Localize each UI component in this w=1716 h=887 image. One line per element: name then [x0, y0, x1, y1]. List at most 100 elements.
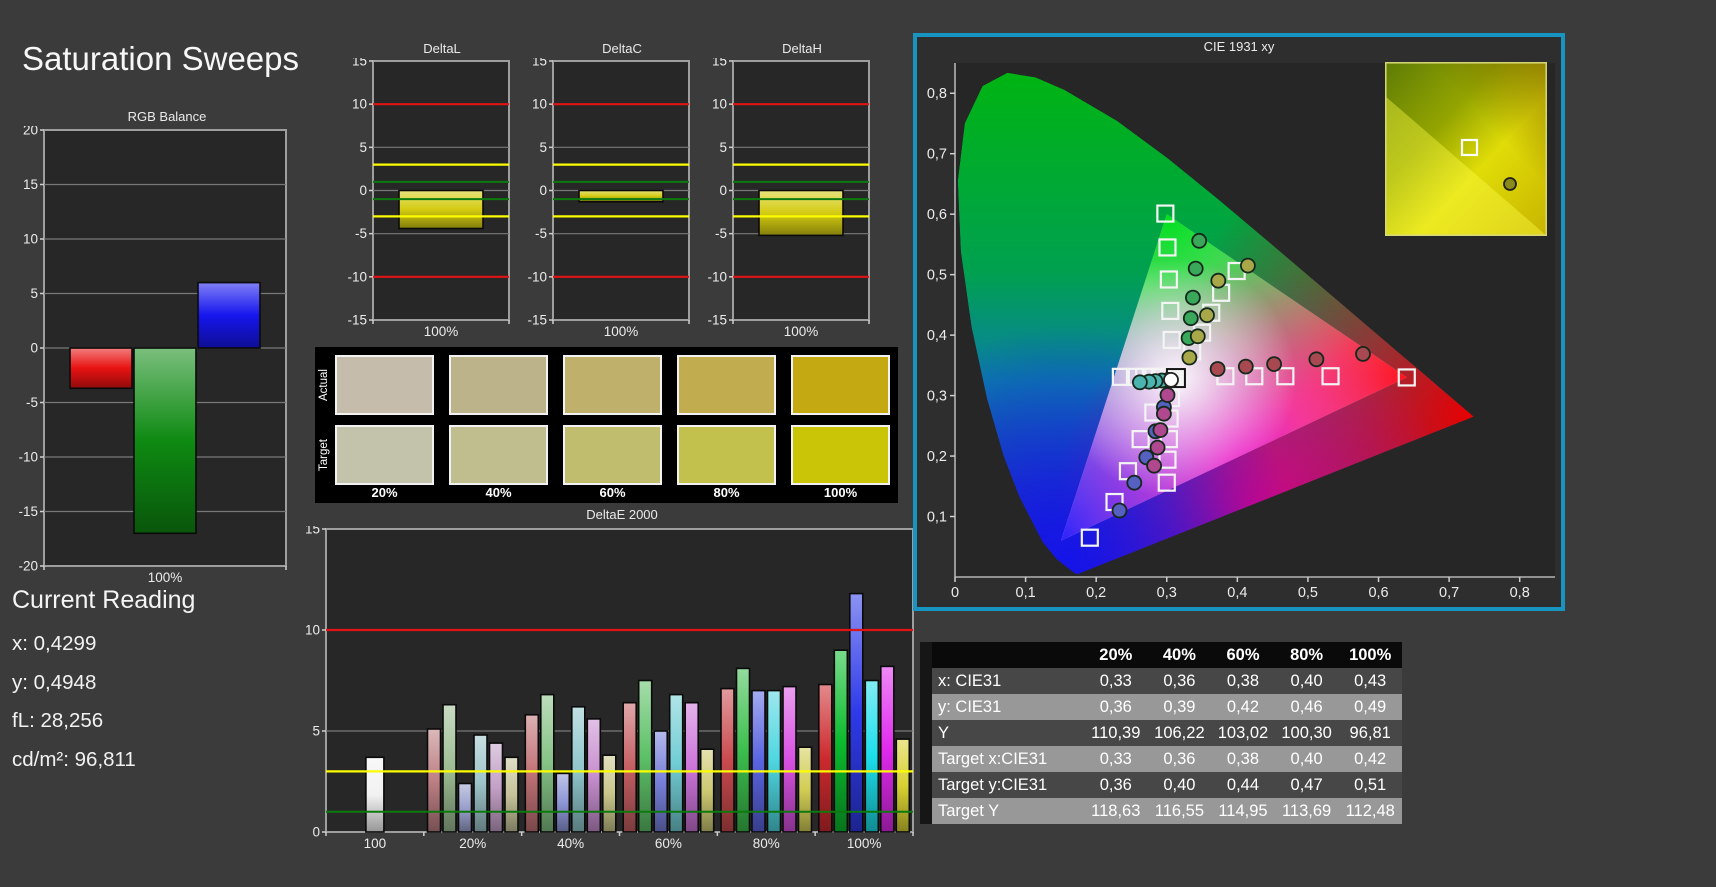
target-square-red — [1321, 367, 1340, 386]
table-value: 118,63 — [1084, 798, 1148, 824]
svg-text:100%: 100% — [847, 836, 882, 851]
table-header: 40% — [1147, 642, 1212, 668]
actual-swatch-100% — [791, 355, 890, 415]
target-square-green — [1162, 330, 1181, 350]
svg-text:5: 5 — [30, 286, 38, 301]
bar — [668, 693, 684, 833]
delta-h-chart: DeltaH 15 10 5 0 -5 -10 -15 100% — [701, 42, 873, 344]
delta_h-bars — [758, 189, 844, 237]
measured-point-green — [1182, 310, 1199, 327]
table-strip — [920, 694, 932, 720]
deltae2000-title: DeltaE 2000 — [586, 507, 658, 522]
table-value: 0,43 — [1338, 668, 1402, 694]
bar — [442, 703, 457, 833]
svg-text:0,5: 0,5 — [927, 268, 947, 284]
table-value: 0,36 — [1084, 772, 1148, 798]
svg-text:0,7: 0,7 — [927, 147, 947, 163]
actual-row-label: Actual — [318, 369, 330, 401]
bar — [601, 754, 617, 833]
table-header — [932, 642, 1084, 668]
svg-text:-10: -10 — [18, 450, 38, 465]
svg-text:5: 5 — [359, 140, 367, 155]
bar — [540, 693, 555, 833]
target-square-magenta — [1158, 450, 1177, 469]
bar — [197, 281, 261, 349]
svg-text:100%: 100% — [784, 324, 819, 339]
rgb-balance-chart: RGB Balance 20 15 10 5 0 -5 -10 -15 -20 100% — [8, 110, 292, 592]
measured-point-yellow — [1199, 307, 1215, 324]
measured-point-red — [1209, 361, 1226, 377]
svg-text:10: 10 — [352, 97, 367, 112]
bar — [488, 742, 504, 833]
table-strip — [920, 798, 932, 824]
table-header: 80% — [1274, 642, 1339, 668]
table-value: 0,51 — [1338, 772, 1402, 798]
measured-point-green — [1187, 260, 1204, 277]
current-reading-block: Current Reading x: 0,4299 y: 0,4948 fL: 28… — [12, 586, 195, 779]
bar — [570, 706, 586, 833]
bar — [782, 685, 797, 833]
table-value: 0,33 — [1084, 668, 1148, 694]
table-value: 96,81 — [1338, 720, 1402, 746]
svg-text:0: 0 — [312, 825, 320, 840]
table-value: 0,40 — [1147, 772, 1212, 798]
svg-text:0: 0 — [359, 183, 367, 198]
delta-l-chart: DeltaL 15 10 5 0 -5 -10 -15 100% — [341, 42, 513, 344]
svg-text:0,4: 0,4 — [1227, 585, 1247, 601]
svg-text:0,6: 0,6 — [1368, 585, 1388, 601]
delta_l-bars — [398, 189, 484, 230]
svg-text:0,7: 0,7 — [1439, 585, 1459, 601]
svg-text:0: 0 — [719, 183, 727, 198]
measured-points — [1111, 232, 1371, 519]
measured-point-magenta — [1152, 422, 1169, 439]
table-value: 0,46 — [1274, 694, 1339, 720]
svg-text:100: 100 — [364, 836, 387, 851]
bar — [473, 734, 488, 833]
svg-text:0,8: 0,8 — [1510, 585, 1530, 601]
table-header: 20% — [1084, 642, 1148, 668]
table-value: 106,22 — [1147, 720, 1212, 746]
table-value: 0,44 — [1211, 772, 1275, 798]
bar — [720, 687, 735, 833]
svg-text:0,1: 0,1 — [1016, 585, 1036, 601]
delta-h-title: DeltaH — [782, 41, 822, 56]
bar — [398, 189, 484, 230]
delta-h-plot: 15 10 5 0 -5 -10 -15 100% — [701, 58, 873, 344]
measured-point-magenta — [1155, 405, 1172, 422]
actual-swatch-20% — [335, 355, 434, 415]
actual-swatch-80% — [677, 355, 776, 415]
swatch-percent-label: 40% — [485, 485, 512, 500]
table-value: 0,38 — [1211, 668, 1275, 694]
measured-point-magenta — [1146, 457, 1163, 474]
table-row-label: y: CIE31 — [932, 694, 1084, 720]
measured-point-red — [1355, 345, 1371, 362]
svg-text:-5: -5 — [535, 226, 547, 241]
delta_c-bars — [578, 189, 664, 203]
target-square-magenta — [1159, 430, 1178, 449]
target-square-blue — [1080, 528, 1099, 547]
svg-text:-15: -15 — [527, 313, 547, 328]
table-strip — [920, 668, 932, 694]
table-value: 0,42 — [1338, 746, 1402, 772]
svg-text:0,2: 0,2 — [1086, 585, 1106, 601]
table-value: 0,36 — [1147, 746, 1212, 772]
svg-text:10: 10 — [305, 623, 320, 638]
svg-text:100%: 100% — [424, 324, 459, 339]
table-value: 110,39 — [1084, 720, 1148, 746]
table-value: 116,55 — [1147, 798, 1212, 824]
bar — [735, 667, 751, 833]
swatch-percent-label: 100% — [823, 485, 858, 500]
svg-text:0: 0 — [951, 585, 959, 601]
target-square-red — [1276, 367, 1295, 386]
svg-text:0,4: 0,4 — [927, 328, 947, 344]
svg-text:100%: 100% — [148, 570, 183, 585]
bar — [751, 689, 766, 833]
table-header: 100% — [1338, 642, 1402, 668]
svg-text:15: 15 — [305, 526, 320, 537]
current-reading-line: fL: 28,256 — [12, 709, 104, 732]
table-value: 100,30 — [1274, 720, 1339, 746]
table-row-label: Target Y — [932, 798, 1084, 824]
bar — [817, 683, 833, 833]
bar — [622, 701, 638, 833]
